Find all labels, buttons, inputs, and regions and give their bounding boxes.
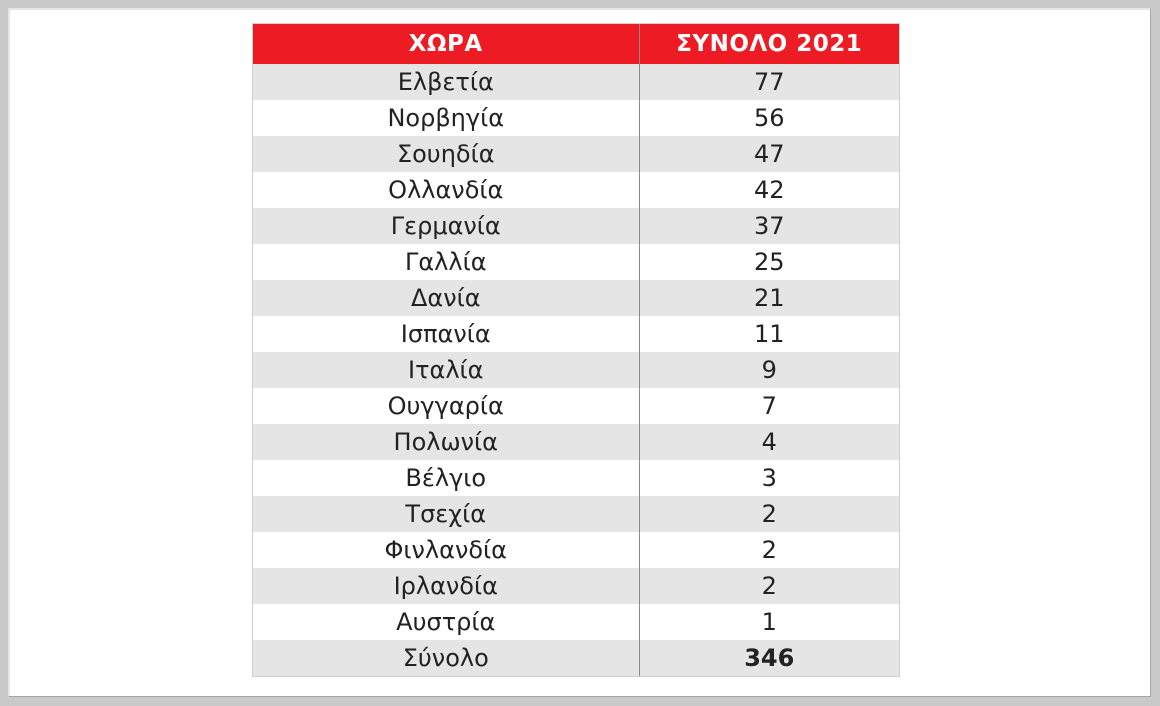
- country-cell: Φινλανδία: [253, 532, 640, 568]
- value-cell: 56: [639, 100, 899, 136]
- country-cell: Σουηδία: [253, 136, 640, 172]
- data-table-container: ΧΩΡΑ ΣΥΝΟΛΟ 2021 Ελβετία 77 Νορβηγία 56 Σουη…: [252, 23, 900, 677]
- data-table: ΧΩΡΑ ΣΥΝΟΛΟ 2021 Ελβετία 77 Νορβηγία 56 Σουη…: [253, 24, 899, 676]
- table-row: Τσεχία 2: [253, 496, 899, 532]
- table-body: Ελβετία 77 Νορβηγία 56 Σουηδία 47 Ολλανδία 42 Γε…: [253, 64, 899, 676]
- country-cell: Βέλγιο: [253, 460, 640, 496]
- table-header-row: ΧΩΡΑ ΣΥΝΟΛΟ 2021: [253, 24, 899, 64]
- country-cell: Ισπανία: [253, 316, 640, 352]
- total-label-cell: Σύνολο: [253, 640, 640, 676]
- column-header-country: ΧΩΡΑ: [253, 24, 640, 64]
- value-cell: 47: [639, 136, 899, 172]
- table-row: Ελβετία 77: [253, 64, 899, 100]
- country-cell: Τσεχία: [253, 496, 640, 532]
- value-cell: 42: [639, 172, 899, 208]
- value-cell: 2: [639, 532, 899, 568]
- total-row: Σύνολο 346: [253, 640, 899, 676]
- value-cell: 2: [639, 568, 899, 604]
- value-cell: 9: [639, 352, 899, 388]
- country-cell: Ολλανδία: [253, 172, 640, 208]
- table-row: Βέλγιο 3: [253, 460, 899, 496]
- table-row: Νορβηγία 56: [253, 100, 899, 136]
- table-row: Σουηδία 47: [253, 136, 899, 172]
- country-cell: Γαλλία: [253, 244, 640, 280]
- value-cell: 1: [639, 604, 899, 640]
- value-cell: 25: [639, 244, 899, 280]
- value-cell: 21: [639, 280, 899, 316]
- table-row: Δανία 21: [253, 280, 899, 316]
- table-row: Ισπανία 11: [253, 316, 899, 352]
- value-cell: 4: [639, 424, 899, 460]
- total-value-cell: 346: [639, 640, 899, 676]
- value-cell: 77: [639, 64, 899, 100]
- column-header-total-2021: ΣΥΝΟΛΟ 2021: [639, 24, 899, 64]
- country-cell: Γερμανία: [253, 208, 640, 244]
- country-cell: Ελβετία: [253, 64, 640, 100]
- table-row: Ολλανδία 42: [253, 172, 899, 208]
- page-frame: ΧΩΡΑ ΣΥΝΟΛΟ 2021 Ελβετία 77 Νορβηγία 56 Σουη…: [8, 8, 1150, 696]
- table-row: Πολωνία 4: [253, 424, 899, 460]
- table-row: Γερμανία 37: [253, 208, 899, 244]
- value-cell: 11: [639, 316, 899, 352]
- value-cell: 7: [639, 388, 899, 424]
- table-row: Ιταλία 9: [253, 352, 899, 388]
- value-cell: 2: [639, 496, 899, 532]
- country-cell: Αυστρία: [253, 604, 640, 640]
- country-cell: Πολωνία: [253, 424, 640, 460]
- table-row: Αυστρία 1: [253, 604, 899, 640]
- value-cell: 3: [639, 460, 899, 496]
- table-row: Ιρλανδία 2: [253, 568, 899, 604]
- value-cell: 37: [639, 208, 899, 244]
- table-row: Φινλανδία 2: [253, 532, 899, 568]
- country-cell: Νορβηγία: [253, 100, 640, 136]
- country-cell: Ιρλανδία: [253, 568, 640, 604]
- country-cell: Ουγγαρία: [253, 388, 640, 424]
- country-cell: Δανία: [253, 280, 640, 316]
- table-row: Γαλλία 25: [253, 244, 899, 280]
- country-cell: Ιταλία: [253, 352, 640, 388]
- table-row: Ουγγαρία 7: [253, 388, 899, 424]
